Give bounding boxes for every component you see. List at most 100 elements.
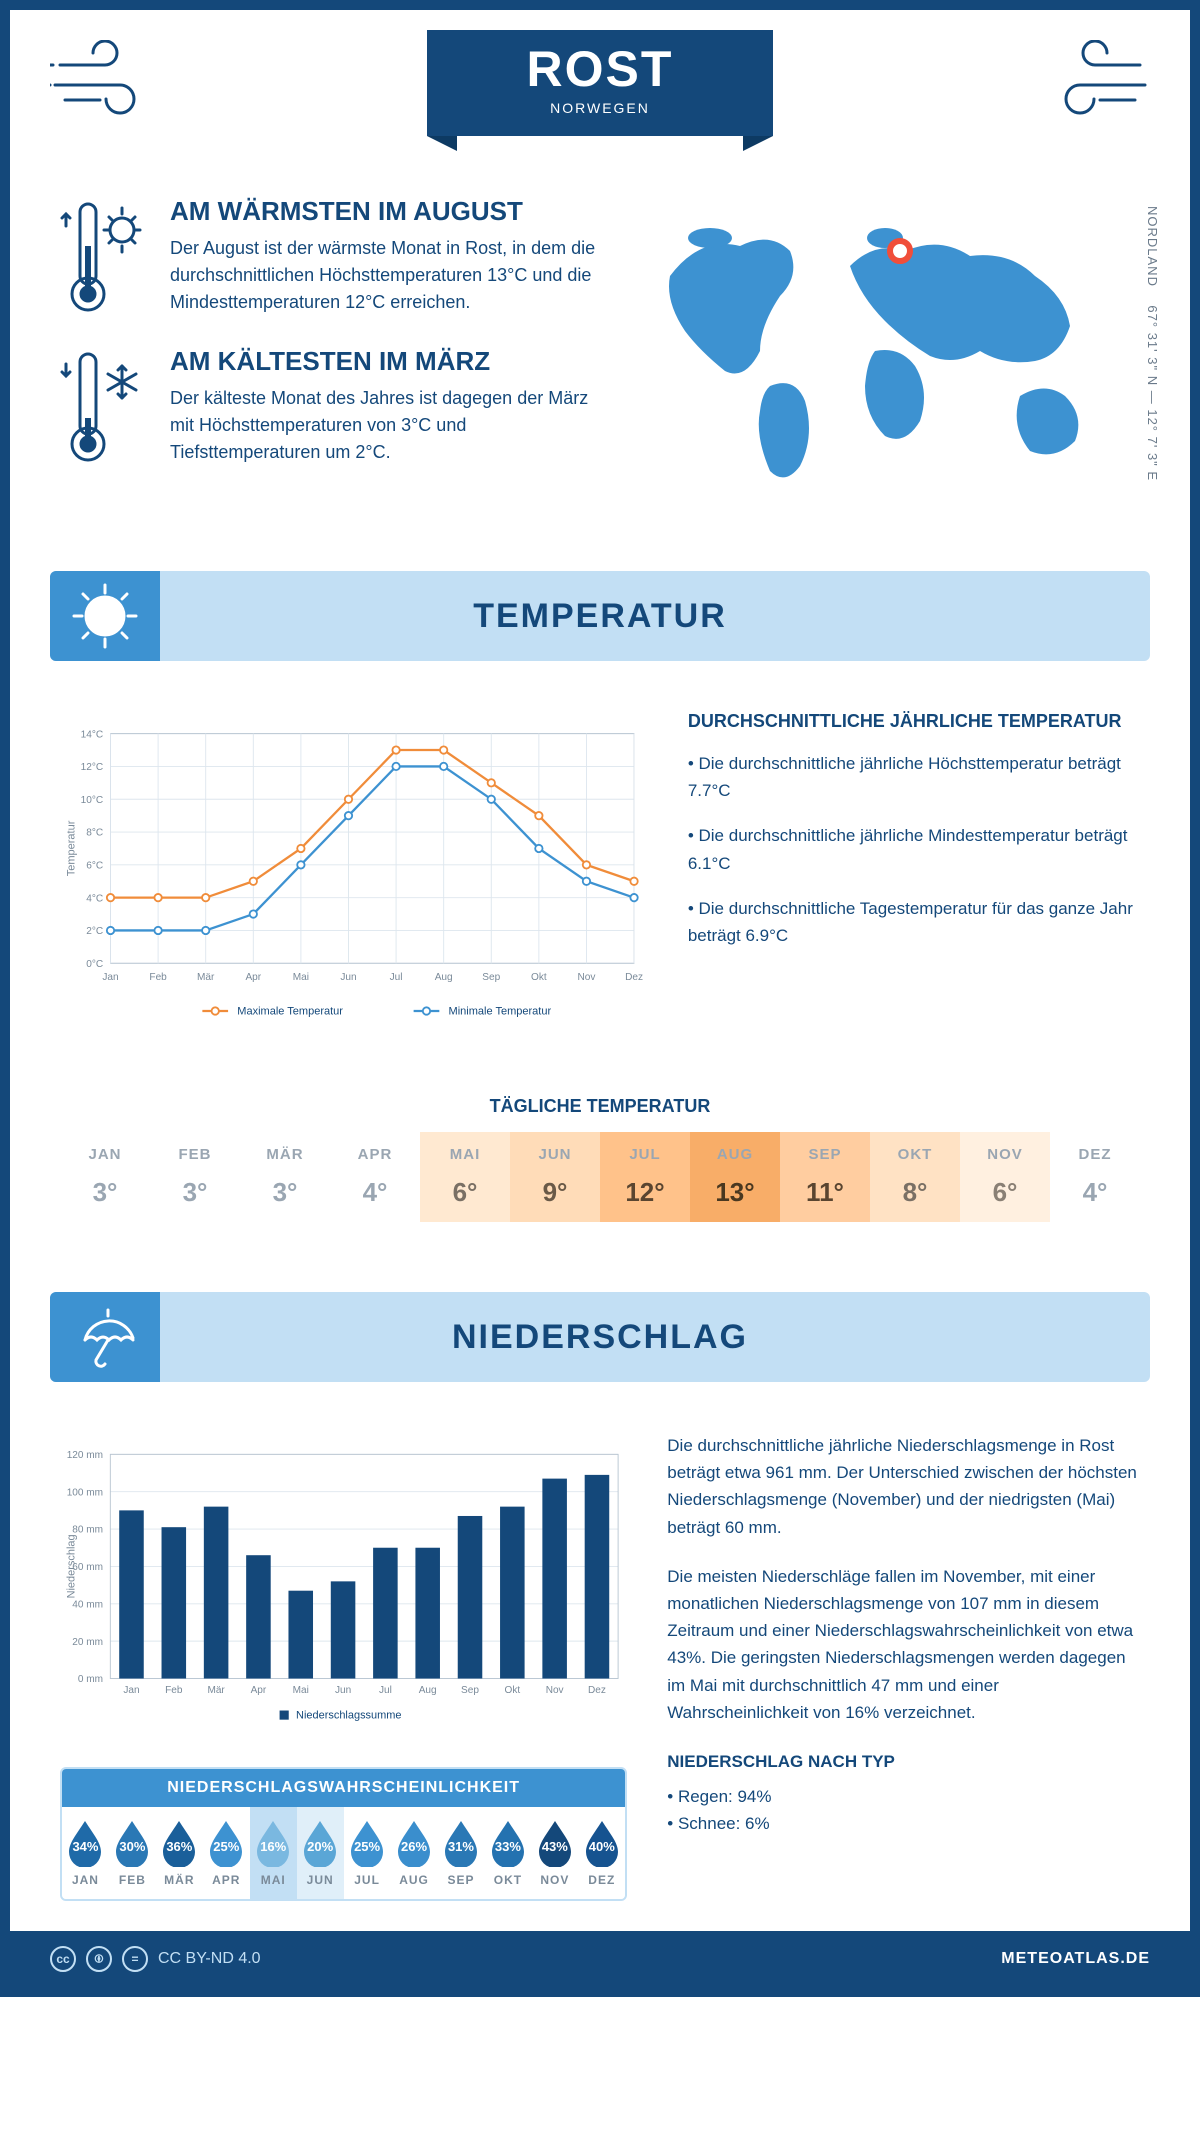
svg-text:Mär: Mär bbox=[197, 972, 215, 983]
svg-text:Niederschlagssumme: Niederschlagssumme bbox=[296, 1710, 401, 1722]
svg-text:10°C: 10°C bbox=[81, 795, 104, 806]
prob-cell: 25% APR bbox=[203, 1807, 250, 1899]
svg-text:100 mm: 100 mm bbox=[67, 1487, 103, 1498]
temp-summary-title: DURCHSCHNITTLICHE JÄHRLICHE TEMPERATUR bbox=[688, 711, 1140, 732]
wind-icon bbox=[1040, 40, 1150, 120]
svg-text:Temperatur: Temperatur bbox=[66, 820, 78, 876]
temperature-chart: 0°C2°C4°C6°C8°C10°C12°C14°CJanFebMärAprM… bbox=[60, 711, 648, 1046]
page-subtitle: NORWEGEN bbox=[527, 100, 674, 116]
umbrella-icon bbox=[70, 1302, 140, 1372]
svg-text:Jan: Jan bbox=[123, 1685, 139, 1696]
warmest-block: AM WÄRMSTEN IM AUGUST Der August ist der… bbox=[60, 196, 610, 316]
license-label: CC BY-ND 4.0 bbox=[158, 1950, 261, 1968]
precip-type-item: • Regen: 94% bbox=[667, 1783, 1140, 1810]
world-map-block: NORDLAND 67° 31' 3" N — 12° 7' 3" E bbox=[640, 196, 1140, 501]
svg-text:Sep: Sep bbox=[482, 972, 500, 983]
svg-text:Mai: Mai bbox=[293, 972, 309, 983]
daily-cell: OKT8° bbox=[870, 1132, 960, 1222]
daily-cell: MÄR3° bbox=[240, 1132, 330, 1222]
page-frame: ROST NORWEGEN AM bbox=[0, 0, 1200, 1997]
precipitation-title: NIEDERSCHLAG bbox=[452, 1318, 748, 1357]
coldest-text: Der kälteste Monat des Jahres ist dagege… bbox=[170, 385, 610, 466]
daily-temp-row: JAN3° FEB3° MÄR3° APR4° MAI6° JUN9° JUL1… bbox=[10, 1132, 1190, 1262]
svg-text:6°C: 6°C bbox=[86, 861, 103, 872]
license-block: cc 🅯 = CC BY-ND 4.0 bbox=[50, 1946, 261, 1972]
prob-cell: 26% AUG bbox=[391, 1807, 438, 1899]
prob-cell: 30% FEB bbox=[109, 1807, 156, 1899]
prob-cell: 16% MAI bbox=[250, 1807, 297, 1899]
warmest-text: Der August ist der wärmste Monat in Rost… bbox=[170, 235, 610, 316]
nd-icon: = bbox=[122, 1946, 148, 1972]
daily-cell: DEZ4° bbox=[1050, 1132, 1140, 1222]
precipitation-banner: NIEDERSCHLAG bbox=[50, 1292, 1150, 1382]
brand-label: METEOATLAS.DE bbox=[1001, 1950, 1150, 1968]
svg-text:Aug: Aug bbox=[435, 972, 453, 983]
svg-text:Jul: Jul bbox=[390, 972, 403, 983]
svg-text:Jun: Jun bbox=[340, 972, 356, 983]
by-icon: 🅯 bbox=[86, 1946, 112, 1972]
svg-text:Okt: Okt bbox=[505, 1685, 521, 1696]
svg-text:Apr: Apr bbox=[251, 1685, 267, 1696]
svg-text:Okt: Okt bbox=[531, 972, 547, 983]
svg-text:2°C: 2°C bbox=[86, 926, 103, 937]
page-title: ROST bbox=[527, 40, 674, 98]
svg-text:80 mm: 80 mm bbox=[72, 1525, 103, 1536]
svg-text:Mai: Mai bbox=[293, 1685, 309, 1696]
svg-text:12°C: 12°C bbox=[81, 762, 104, 773]
temperature-title: TEMPERATUR bbox=[473, 597, 727, 636]
svg-text:Dez: Dez bbox=[588, 1685, 606, 1696]
precip-p1: Die durchschnittliche jährliche Niedersc… bbox=[667, 1432, 1140, 1541]
svg-text:Dez: Dez bbox=[625, 972, 643, 983]
precipitation-chart: 0 mm20 mm40 mm60 mm80 mm100 mm120 mmJanF… bbox=[60, 1432, 627, 1747]
svg-text:Niederschlag: Niederschlag bbox=[66, 1534, 78, 1598]
svg-text:Minimale Temperatur: Minimale Temperatur bbox=[449, 1006, 552, 1018]
daily-cell: JUL12° bbox=[600, 1132, 690, 1222]
temp-bullet: • Die durchschnittliche jährliche Höchst… bbox=[688, 750, 1140, 804]
svg-text:Jan: Jan bbox=[102, 972, 118, 983]
svg-text:14°C: 14°C bbox=[81, 729, 104, 740]
precip-probability-box: NIEDERSCHLAGSWAHRSCHEINLICHKEIT 34% JAN … bbox=[60, 1767, 627, 1901]
svg-text:Maximale Temperatur: Maximale Temperatur bbox=[237, 1006, 343, 1018]
svg-text:Feb: Feb bbox=[165, 1685, 183, 1696]
thermometer-snow-icon bbox=[60, 346, 150, 466]
warmest-title: AM WÄRMSTEN IM AUGUST bbox=[170, 196, 610, 227]
thermometer-sun-icon bbox=[60, 196, 150, 316]
intro-row: AM WÄRMSTEN IM AUGUST Der August ist der… bbox=[10, 176, 1190, 541]
cc-icon: cc bbox=[50, 1946, 76, 1972]
temp-bullet: • Die durchschnittliche Tagestemperatur … bbox=[688, 895, 1140, 949]
svg-text:Jul: Jul bbox=[379, 1685, 392, 1696]
prob-cell: 36% MÄR bbox=[156, 1807, 203, 1899]
svg-text:Mär: Mär bbox=[207, 1685, 225, 1696]
svg-text:Nov: Nov bbox=[577, 972, 596, 983]
header: ROST NORWEGEN bbox=[10, 10, 1190, 176]
svg-text:Feb: Feb bbox=[149, 972, 167, 983]
svg-text:20 mm: 20 mm bbox=[72, 1637, 103, 1648]
svg-text:40 mm: 40 mm bbox=[72, 1599, 103, 1610]
precip-p2: Die meisten Niederschläge fallen im Nove… bbox=[667, 1563, 1140, 1726]
daily-cell: MAI6° bbox=[420, 1132, 510, 1222]
temperature-summary: DURCHSCHNITTLICHE JÄHRLICHE TEMPERATUR •… bbox=[688, 711, 1140, 1046]
svg-text:8°C: 8°C bbox=[86, 828, 103, 839]
wind-icon bbox=[50, 40, 160, 120]
daily-cell: AUG13° bbox=[690, 1132, 780, 1222]
prob-title: NIEDERSCHLAGSWAHRSCHEINLICHKEIT bbox=[62, 1769, 625, 1807]
prob-cell: 43% NOV bbox=[531, 1807, 578, 1899]
daily-temp-title: TÄGLICHE TEMPERATUR bbox=[10, 1096, 1190, 1117]
daily-cell: SEP11° bbox=[780, 1132, 870, 1222]
daily-cell: JUN9° bbox=[510, 1132, 600, 1222]
temperature-banner: TEMPERATUR bbox=[50, 571, 1150, 661]
svg-text:Jun: Jun bbox=[335, 1685, 351, 1696]
svg-text:Apr: Apr bbox=[245, 972, 261, 983]
prob-cell: 31% SEP bbox=[438, 1807, 485, 1899]
svg-text:120 mm: 120 mm bbox=[67, 1450, 103, 1461]
svg-text:0°C: 0°C bbox=[86, 959, 103, 970]
location-marker-icon bbox=[890, 241, 910, 261]
coldest-title: AM KÄLTESTEN IM MÄRZ bbox=[170, 346, 610, 377]
prob-cell: 25% JUL bbox=[344, 1807, 391, 1899]
precip-type-item: • Schnee: 6% bbox=[667, 1810, 1140, 1837]
daily-cell: APR4° bbox=[330, 1132, 420, 1222]
svg-text:Nov: Nov bbox=[546, 1685, 564, 1696]
daily-cell: JAN3° bbox=[60, 1132, 150, 1222]
precip-type-title: NIEDERSCHLAG NACH TYP bbox=[667, 1748, 1140, 1775]
coords-label: NORDLAND 67° 31' 3" N — 12° 7' 3" E bbox=[1145, 206, 1160, 481]
